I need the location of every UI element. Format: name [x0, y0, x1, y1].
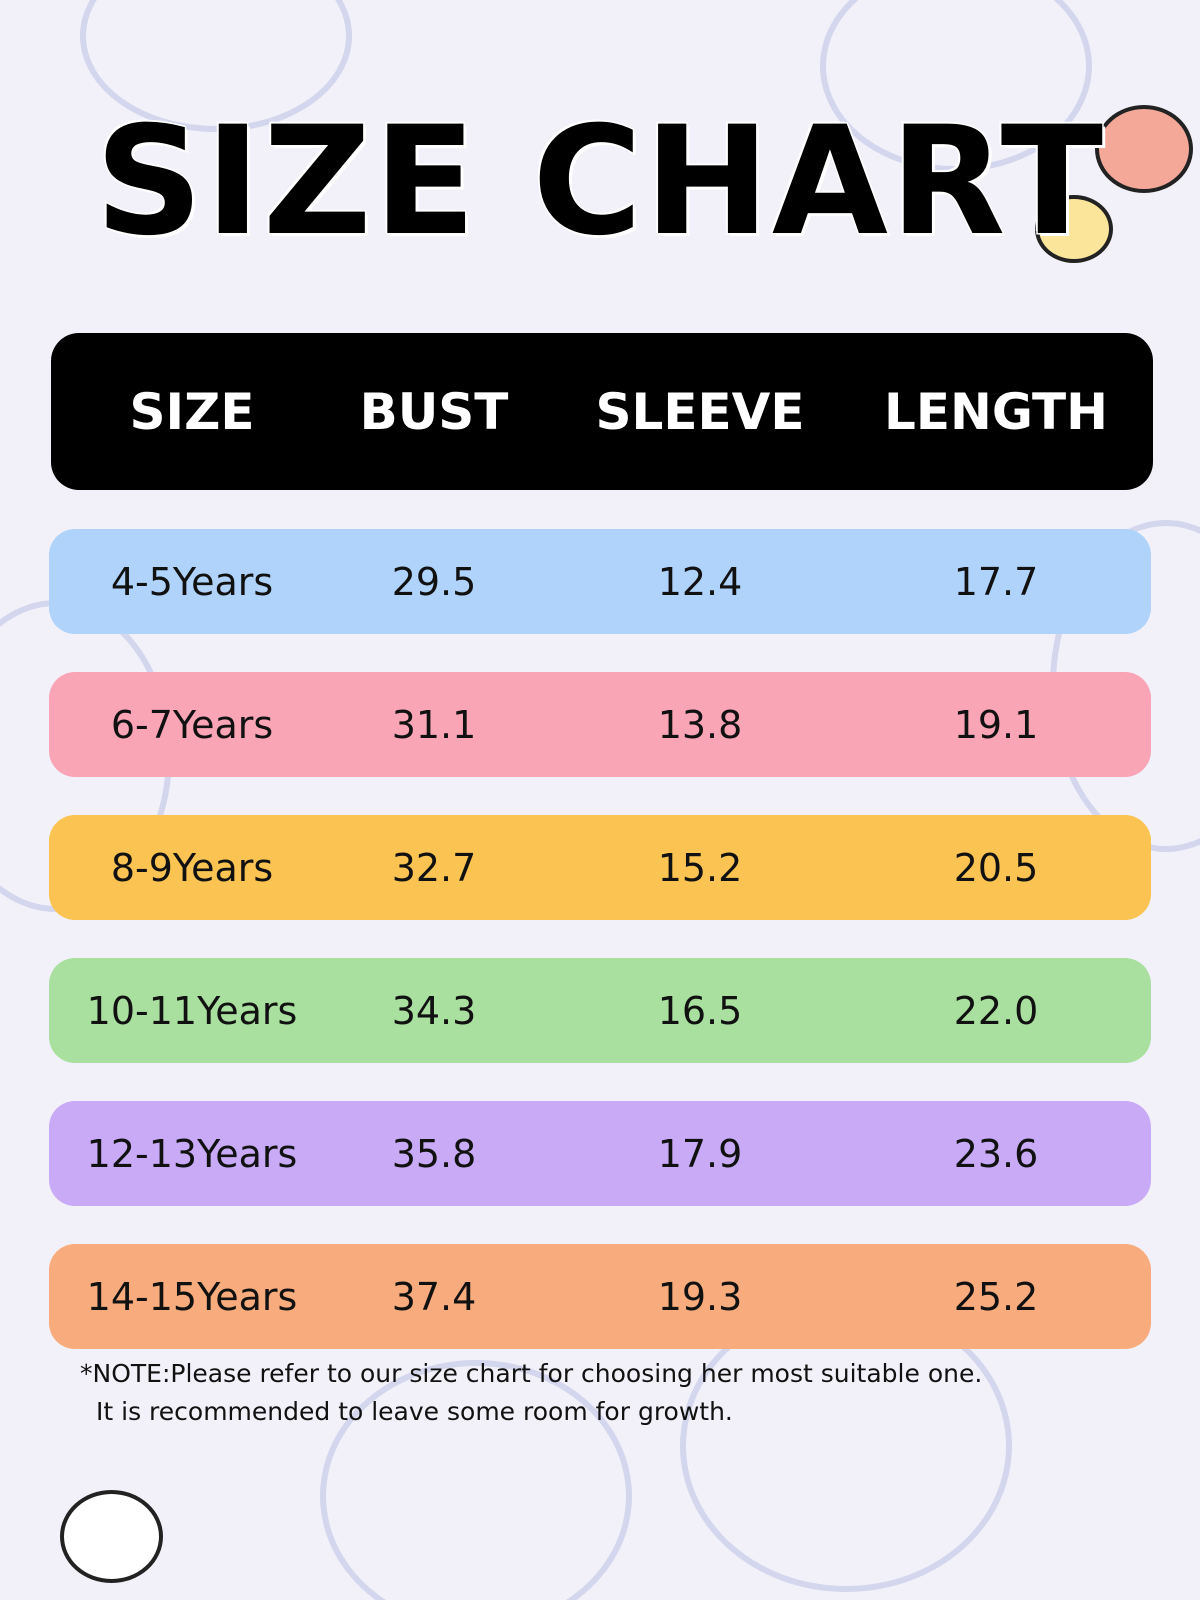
table-cell: 17.9: [657, 1131, 743, 1176]
column-header: BUST: [359, 382, 509, 441]
table-cell: 12.4: [657, 559, 743, 604]
table-cell: 22.0: [953, 988, 1039, 1033]
table-cell: 20.5: [953, 845, 1039, 890]
table-cell: 4-5Years: [110, 559, 274, 604]
table-cell: 6-7Years: [110, 702, 274, 747]
table-cell: 31.1: [391, 702, 477, 747]
column-header: SIZE: [129, 382, 255, 441]
table-cell: 17.7: [953, 559, 1039, 604]
table-cell: 25.2: [953, 1274, 1039, 1319]
table-row: 10-11Years 34.3 16.5 22.0: [49, 958, 1151, 1063]
table-row: 8-9Years 32.7 15.2 20.5: [49, 815, 1151, 920]
note: *NOTE:Please refer to our size chart for…: [80, 1355, 982, 1431]
table-cell: 19.1: [953, 702, 1039, 747]
table-row: 14-15Years 37.4 19.3 25.2: [49, 1244, 1151, 1349]
column-header: SLEEVE: [595, 382, 805, 441]
table-cell: 35.8: [391, 1131, 477, 1176]
table-row: 4-5Years 29.5 12.4 17.7: [49, 529, 1151, 634]
table-cell: 19.3: [657, 1274, 743, 1319]
column-header: LENGTH: [884, 382, 1108, 441]
flower-icon: [1095, 105, 1193, 193]
table-cell: 15.2: [657, 845, 743, 890]
table-cell: 37.4: [391, 1274, 477, 1319]
flower-icon: [1035, 195, 1113, 263]
table-cell: 29.5: [391, 559, 477, 604]
bunny-icon: [60, 1490, 163, 1583]
table-cell: 34.3: [391, 988, 477, 1033]
table-cell: 23.6: [953, 1131, 1039, 1176]
table-row: 12-13Years 35.8 17.9 23.6: [49, 1101, 1151, 1206]
title: SIZE CHART: [93, 94, 1106, 271]
decoration: [820, 0, 1092, 172]
table-cell: 32.7: [391, 845, 477, 890]
decoration: [320, 1360, 632, 1600]
table-header: SIZE BUST SLEEVE LENGTH: [51, 333, 1153, 490]
table-cell: 10-11Years: [86, 988, 298, 1033]
table-cell: 12-13Years: [86, 1131, 298, 1176]
table-cell: 16.5: [657, 988, 743, 1033]
table-cell: 13.8: [657, 702, 743, 747]
note-line: *NOTE:Please refer to our size chart for…: [80, 1359, 983, 1388]
table-cell: 14-15Years: [86, 1274, 298, 1319]
table-row: 6-7Years 31.1 13.8 19.1: [49, 672, 1151, 777]
table-cell: 8-9Years: [110, 845, 274, 890]
note-line: It is recommended to leave some room for…: [96, 1397, 733, 1426]
